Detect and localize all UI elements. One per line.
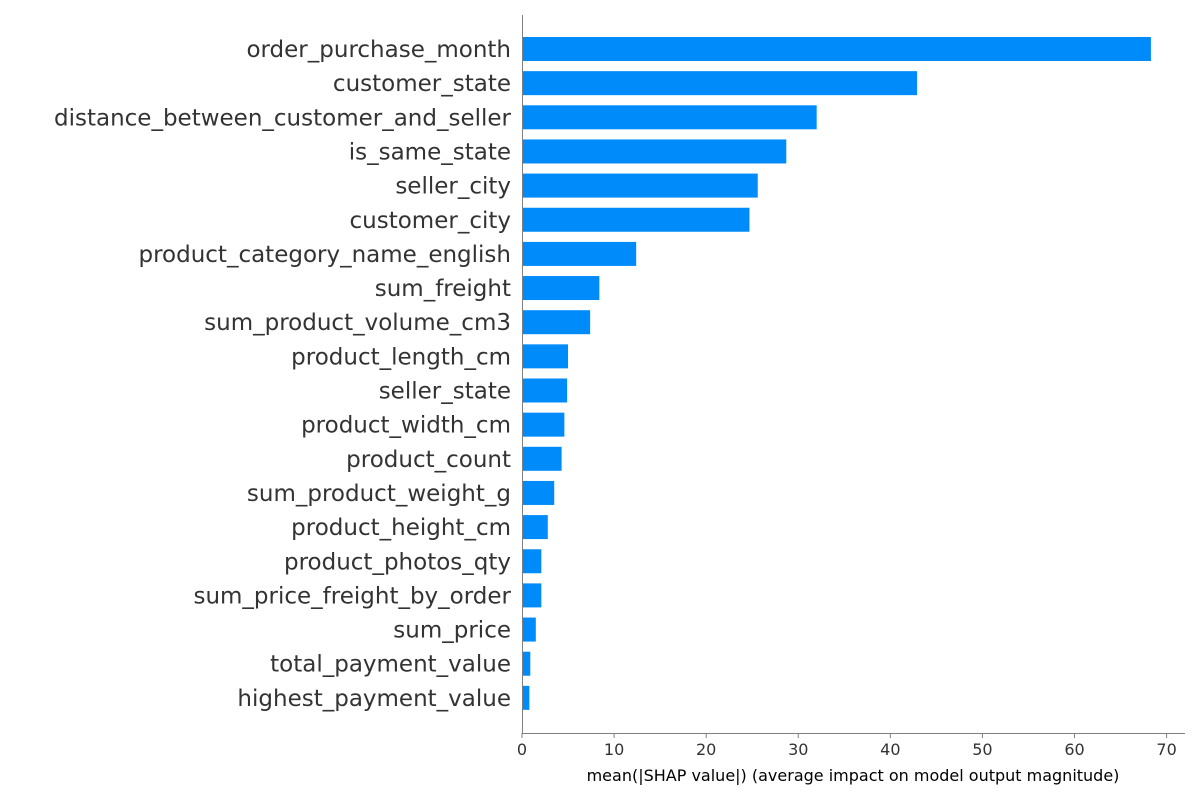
feature-labels-layer: order_purchase_month customer_statedistan… [54,37,512,712]
bars-layer [522,37,1151,710]
feature-label-highest-payment-value: highest_payment_value [237,686,511,712]
feature-label-product-width-cm: product_width_cm [301,413,511,439]
bar-product-photos-qty [522,549,542,574]
x-tick-label-20: 20 [696,740,716,759]
bar-distance-between-customer-and-seller [522,105,817,130]
x-tick-label-70: 70 [1156,740,1176,759]
feature-label-product-height-cm: product_height_cm [291,515,511,541]
feature-label-is-same-state: is_same_state [349,139,511,165]
bar-product-height-cm [522,515,548,540]
feature-label-total-payment-value: total_payment_value [270,652,511,678]
bar-sum-price [522,617,536,642]
x-tick-label-40: 40 [880,740,900,759]
feature-label-sum-product-volume-cm3: sum_product_volume_cm3 [204,310,511,336]
bar-sum-price-freight-by-order [522,583,542,608]
feature-label-sum-price: sum_price [393,618,511,644]
x-tick-label-60: 60 [1064,740,1084,759]
feature-label-seller-state: seller_state [379,379,511,405]
bar-customer-state [522,71,918,96]
feature-label-sum-price-freight-by-order: sum_price_freight_by_order [193,583,511,609]
bar-order-purchase-month [522,37,1151,61]
bar-highest-payment-value [522,685,530,710]
bar-customer-city [522,207,750,232]
feature-label-sum-product-weight-g: sum_product_weight_g [247,481,511,507]
bar-product-category-name-english [522,241,637,266]
feature-label-product-photos-qty: product_photos_qty [284,549,511,575]
bar-product-length-cm [522,344,569,369]
x-ticks-layer: 0 10 20 30 40 50 60 70 [517,733,1177,759]
feature-label-customer-city: customer_city [350,208,511,234]
feature-label-product-length-cm: product_length_cm [291,344,511,370]
x-axis-title: mean(|SHAP value|) (average impact on mo… [587,766,1120,785]
bar-product-width-cm [522,412,565,437]
x-tick-label-10: 10 [604,740,624,759]
feature-label-distance-between-customer-and-seller: distance_between_customer_and_seller [54,105,512,131]
feature-label-product-count: product_count [346,447,511,473]
x-tick-label-0: 0 [517,740,527,759]
bar-seller-state [522,378,568,403]
bar-is-same-state [522,139,787,164]
x-tick-label-50: 50 [972,740,992,759]
bar-sum-product-volume-cm3 [522,310,591,335]
feature-label-product-category-name-english: product_category_name_english [138,242,511,268]
feature-label-order-purchase-month: order_purchase_month [246,37,511,63]
bar-sum-freight [522,276,600,301]
x-tick-label-30: 30 [788,740,808,759]
feature-label-sum-freight: sum_freight [375,276,511,302]
bar-total-payment-value [522,651,531,676]
feature-label-customer-state: customer_state [333,71,511,97]
bar-product-count [522,446,562,471]
feature-label-seller-city: seller_city [395,174,511,200]
bar-sum-product-weight-g [522,480,555,505]
bar-seller-city [522,173,758,198]
